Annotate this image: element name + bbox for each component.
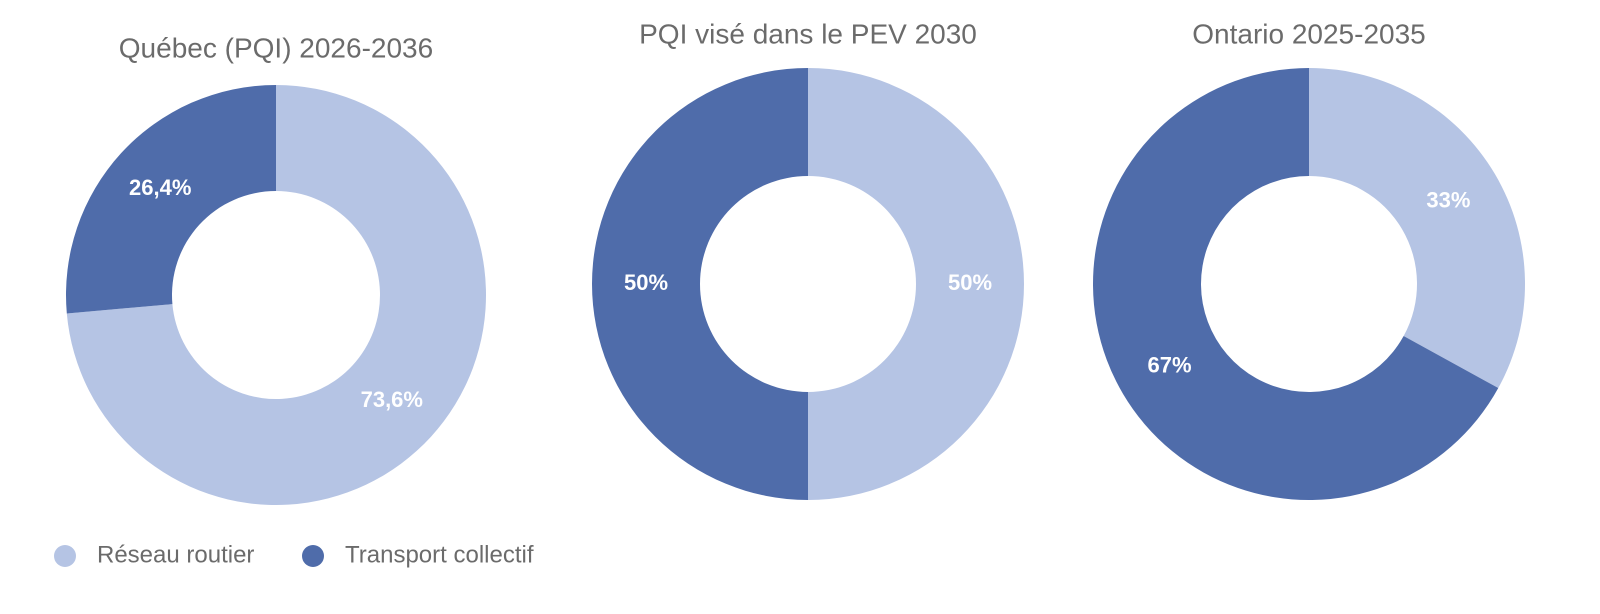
donut-slice bbox=[1309, 68, 1525, 389]
value-label: 50% bbox=[948, 270, 992, 295]
chart-title: Ontario 2025-2035 bbox=[1192, 18, 1426, 49]
value-label: 33% bbox=[1426, 187, 1470, 212]
donut-slice bbox=[808, 68, 1024, 500]
value-label: 26,4% bbox=[129, 175, 191, 200]
legend-label: Transport collectif bbox=[345, 541, 534, 568]
value-label: 73,6% bbox=[361, 387, 423, 412]
donut-slice bbox=[66, 85, 276, 314]
value-label: 67% bbox=[1148, 352, 1192, 377]
chart-title: Québec (PQI) 2026-2036 bbox=[119, 32, 433, 63]
donut-slice bbox=[592, 68, 808, 500]
legend-label: Réseau routier bbox=[97, 541, 254, 568]
donut-slice bbox=[1093, 68, 1499, 500]
chart-title: PQI visé dans le PEV 2030 bbox=[639, 18, 977, 49]
legend-swatch bbox=[54, 545, 76, 567]
value-label: 50% bbox=[624, 270, 668, 295]
legend-swatch bbox=[302, 545, 324, 567]
donut-slice bbox=[66, 85, 486, 505]
